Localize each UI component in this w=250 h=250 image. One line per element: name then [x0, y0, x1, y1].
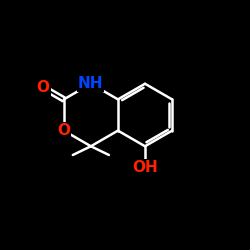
- Text: O: O: [37, 80, 50, 95]
- Text: O: O: [57, 123, 70, 138]
- Text: OH: OH: [132, 160, 158, 175]
- Text: NH: NH: [78, 76, 104, 91]
